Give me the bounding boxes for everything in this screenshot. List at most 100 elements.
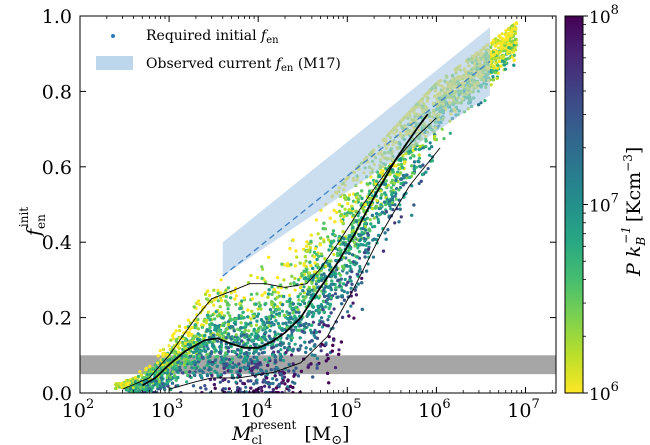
scatter-point [323,294,327,298]
scatter-point [218,305,222,309]
scatter-point [388,203,392,207]
scatter-point [264,369,268,373]
scatter-point [283,382,287,386]
scatter-point [493,56,497,61]
scatter-point [156,387,160,391]
scatter-point [351,199,356,203]
scatter-point [263,291,267,295]
scatter-point [245,359,249,363]
scatter-point [294,310,298,314]
scatter-point [274,386,278,390]
scatter-point [235,370,239,374]
scatter-point [271,388,275,392]
scatter-point [227,387,231,391]
scatter-point [252,382,256,386]
scatter-point [427,147,431,151]
scatter-point [294,325,298,329]
scatter-point [332,208,336,212]
scatter-point [191,350,196,354]
scatter-point [285,326,289,330]
scatter-point [237,337,241,341]
scatter-point [367,227,371,231]
scatter-point [237,314,241,318]
scatter-point [318,243,322,247]
scatter-point [207,329,212,333]
scatter-point [375,212,379,216]
scatter-point [232,317,236,321]
scatter-point [354,293,358,297]
scatter-point [195,321,199,325]
scatter-point [366,262,370,266]
scatter-point [301,289,305,293]
scatter-point [306,277,310,281]
scatter-point [290,274,294,278]
scatter-point [260,265,264,269]
scatter-point [258,303,262,307]
scatter-point [326,301,330,306]
scatter-point [267,356,271,360]
scatter-point [216,288,220,293]
scatter-point [223,371,227,375]
scatter-point [313,261,317,265]
scatter-point [219,296,223,300]
scatter-point [417,156,421,160]
scatter-point [260,389,264,393]
scatter-point [493,71,497,75]
scatter-point [206,310,210,314]
scatter-point [327,238,331,242]
scatter-point [303,340,307,344]
scatter-point [136,384,140,389]
scatter-point [247,351,251,355]
scatter-point [304,350,308,354]
scatter-point [212,303,216,307]
scatter-point [315,274,319,278]
scatter-point [514,48,518,52]
scatter-point [174,378,178,382]
scatter-point [403,160,407,164]
scatter-point [244,385,248,389]
scatter-point [267,385,271,389]
scatter-point [239,366,243,370]
scatter-point [319,276,323,280]
scatter-point [249,324,253,328]
scatter-point [307,271,311,275]
scatter-point [273,303,277,307]
scatter-point [293,276,297,281]
scatter-point [360,307,364,311]
scatter-point [384,185,388,189]
scatter-point [360,281,364,285]
scatter-point [224,294,228,299]
scatter-point [308,328,313,332]
scatter-point [392,181,396,185]
scatter-point [280,381,284,385]
scatter-point [224,357,228,361]
scatter-point [230,373,234,377]
scatter-point [226,349,230,354]
scatter-point [494,61,498,65]
scatter-point [334,286,338,290]
scatter-point [321,227,325,231]
scatter-point [326,235,330,239]
scatter-point [247,338,251,342]
scatter-point [318,330,322,334]
scatter-point [266,363,270,367]
scatter-point [286,317,290,321]
scatter-point [212,339,216,344]
scatter-point [324,343,328,347]
scatter-point [240,299,244,303]
scatter-point [291,302,295,306]
scatter-point [319,316,324,320]
scatter-point [321,289,326,293]
scatter-point [219,278,223,282]
scatter-point [199,374,203,378]
scatter-point [405,176,409,180]
scatter-point [323,257,327,261]
scatter-point [371,255,376,259]
scatter-point [221,316,225,320]
scatter-point [166,368,170,372]
scatter-point [222,323,226,328]
scatter-point [295,255,299,259]
scatter-point [332,239,336,243]
scatter-point [384,202,388,207]
scatter-point [343,207,347,211]
